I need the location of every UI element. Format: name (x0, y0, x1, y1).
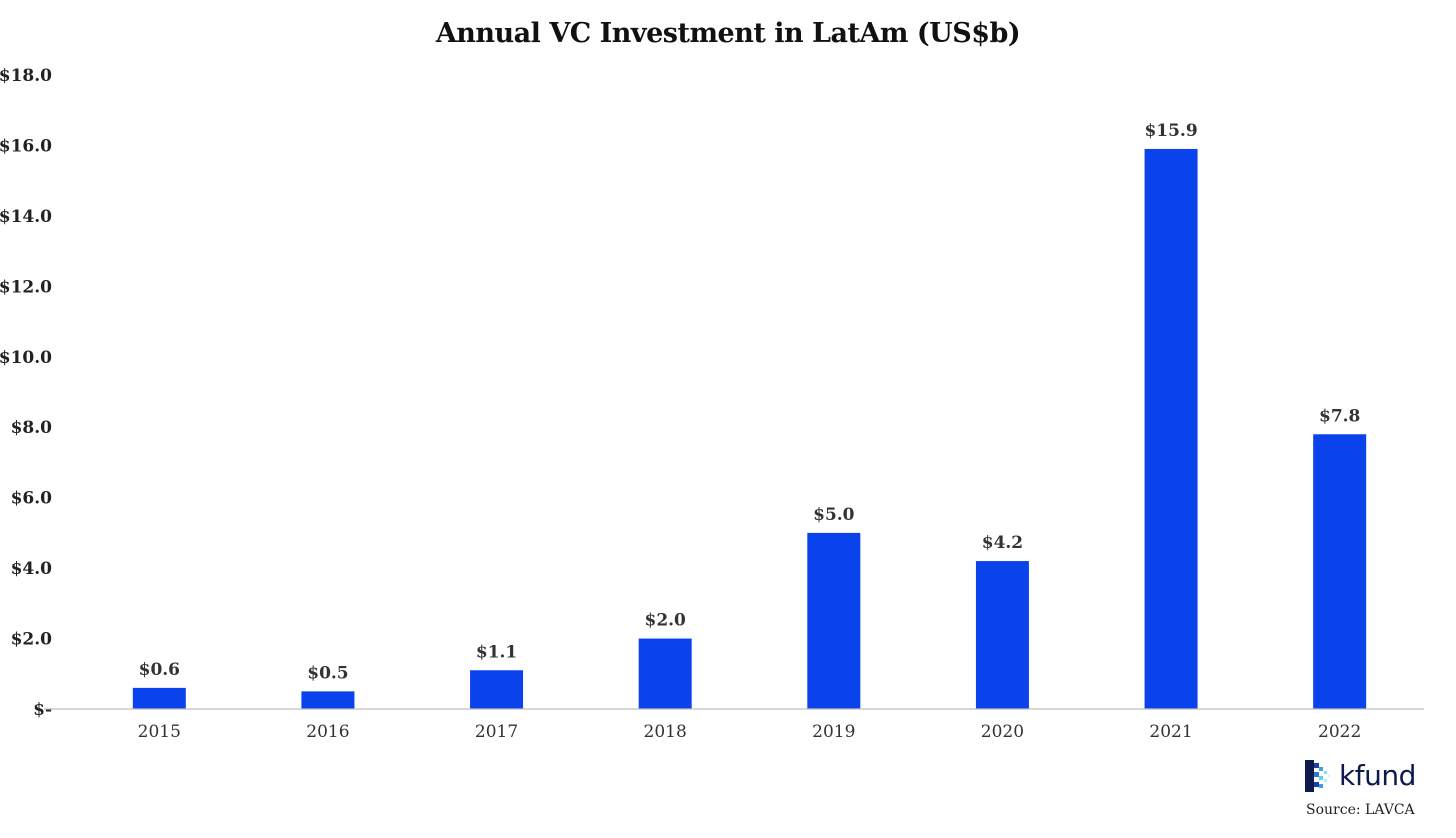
data-label-2017: $1.1 (476, 642, 517, 662)
y-tick-label: $4.0 (11, 559, 53, 579)
x-tick-label: 2017 (475, 722, 518, 742)
x-tick-label: 2018 (644, 722, 687, 742)
x-tick-label: 2019 (812, 722, 855, 742)
x-tick-label: 2020 (981, 722, 1024, 742)
data-labels: $0.6 $0.5 $1.1 $2.0 $5.0 $4.2 $15.9 $7.8 (139, 121, 1361, 683)
chart-title: Annual VC Investment in LatAm (US$b) (435, 18, 1020, 49)
bar-2019 (807, 532, 861, 709)
data-label-2020: $4.2 (982, 533, 1023, 553)
data-label-2021: $15.9 (1144, 121, 1197, 141)
y-tick-label: $12.0 (0, 277, 52, 297)
data-label-2018: $2.0 (644, 611, 686, 631)
x-tick-label: 2015 (138, 722, 181, 742)
y-axis: $- $2.0 $4.0 $6.0 $8.0 $10.0 $12.0 $14.0 $16.0 $1… (0, 66, 52, 720)
data-label-2022: $7.8 (1319, 406, 1360, 426)
x-tick-label: 2022 (1318, 722, 1361, 742)
x-axis: 2015 2016 2017 2018 2019 2020 2021 2022 (138, 722, 1362, 742)
data-label-2019: $5.0 (813, 505, 855, 525)
x-tick-label: 2016 (306, 722, 349, 742)
bar-2018 (638, 638, 692, 709)
bar-2015 (132, 687, 186, 709)
bars (132, 148, 1367, 709)
bar-2016 (301, 691, 355, 709)
y-tick-label: $8.0 (11, 418, 53, 438)
y-tick-label: $- (33, 700, 52, 720)
y-tick-label: $6.0 (11, 489, 53, 509)
y-tick-label: $16.0 (0, 136, 52, 156)
source-note: Source: LAVCA (1306, 802, 1415, 818)
logo-wordmark: kfund (1339, 759, 1416, 792)
y-tick-label: $10.0 (0, 348, 52, 368)
kfund-pixel-mark-icon (1305, 760, 1330, 792)
bar-2020 (975, 561, 1029, 709)
bar-2022 (1313, 434, 1367, 709)
y-tick-label: $14.0 (0, 207, 52, 227)
data-label-2015: $0.6 (139, 660, 180, 680)
kfund-logo: kfund (1305, 760, 1416, 792)
x-tick-label: 2021 (1149, 722, 1192, 742)
y-tick-label: $18.0 (0, 66, 52, 86)
y-tick-label: $2.0 (11, 630, 53, 650)
bar-2021 (1144, 148, 1198, 709)
data-label-2016: $0.5 (307, 663, 348, 683)
bar-2017 (470, 670, 524, 709)
